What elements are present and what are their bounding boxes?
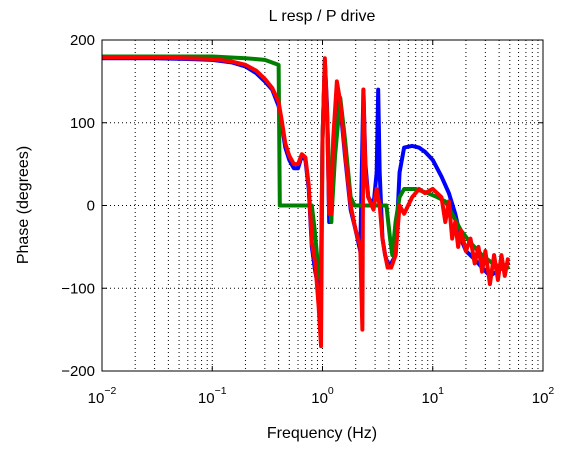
chart-title: L resp / P drive <box>269 8 376 25</box>
y-tick-label: 100 <box>70 115 95 132</box>
y-axis-label: Phase (degrees) <box>15 146 32 264</box>
series-line-3 <box>102 55 510 349</box>
y-tick-label: −100 <box>61 280 95 297</box>
x-tick-label: 102 <box>532 385 555 407</box>
x-tick-label: 100 <box>311 385 334 407</box>
series-group <box>102 54 510 349</box>
y-tick-label: 200 <box>70 32 95 49</box>
ticks: 10−2 10−1 100 101 102 200 100 0 −100 −200 <box>61 32 554 407</box>
x-tick-label: 10−2 <box>88 385 117 407</box>
x-axis-label: Frequency (Hz) <box>267 425 377 442</box>
x-tick-label: 101 <box>421 385 444 407</box>
y-tick-label: −200 <box>61 363 95 380</box>
y-tick-label: 0 <box>87 198 95 215</box>
x-tick-label: 10−1 <box>198 385 227 407</box>
